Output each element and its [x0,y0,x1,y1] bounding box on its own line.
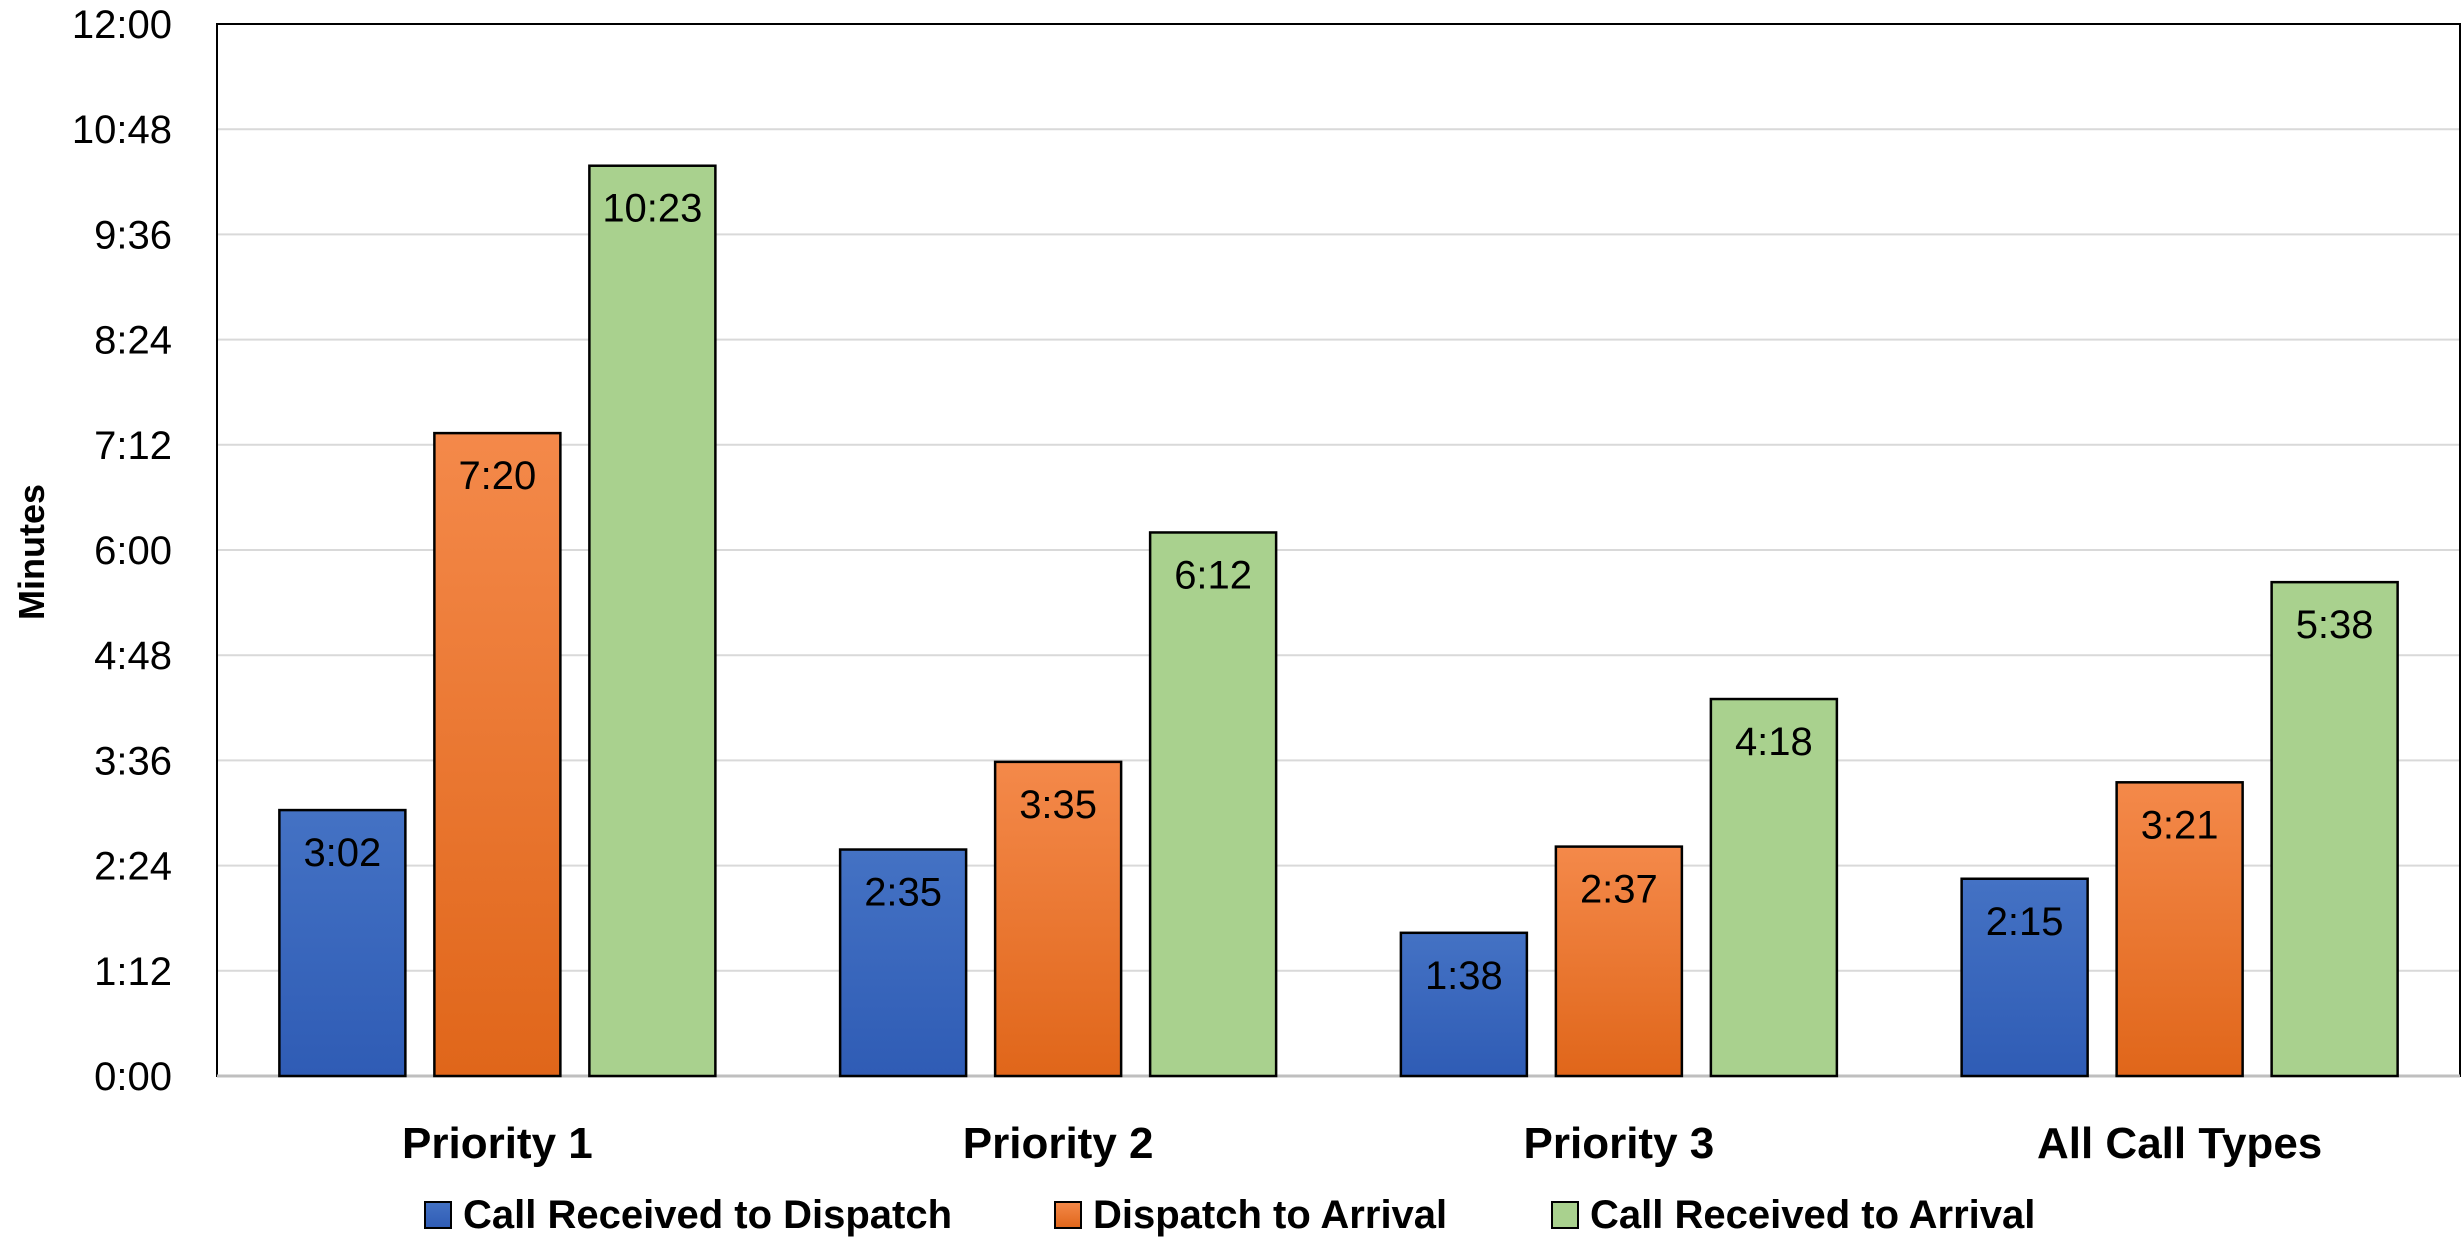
x-category-label: All Call Types [2037,1119,2322,1168]
legend-swatch [1551,1201,1579,1229]
bar [2270,580,2399,1078]
bar [433,431,562,1078]
legend-label: Call Received to Dispatch [463,1193,952,1237]
data-label: 6:12 [1174,553,1252,597]
data-label: 7:20 [458,454,536,498]
legend-label: Call Received to Arrival [1590,1193,2035,1237]
legend-swatch [424,1201,452,1229]
data-label: 5:38 [2296,603,2374,647]
data-label: 10:23 [602,187,702,231]
y-tick-label: 7:12 [94,424,172,468]
data-label: 2:15 [1986,900,2064,944]
y-tick-label: 3:36 [94,739,172,783]
bar [588,164,717,1078]
x-category-label: Priority 3 [1524,1119,1715,1168]
data-label: 2:37 [1580,868,1658,912]
x-category-label: Priority 1 [402,1119,593,1168]
axes: 0:00 1:12 2:24 3:36 4:48 6:00 7:12 8:24 9:36 10:4… [11,3,2461,1168]
bar [278,808,407,1078]
y-tick-label: 0:00 [94,1055,172,1099]
data-label: 3:35 [1019,783,1097,827]
bar [1709,697,1839,1078]
bar [2115,781,2244,1078]
bar [1399,931,1529,1078]
y-tick-label: 2:24 [94,845,172,889]
legend-swatch [1054,1201,1082,1229]
y-tick-label: 10:48 [72,108,172,152]
y-axis-title: Minutes [11,484,52,620]
y-tick-label: 4:48 [94,634,172,678]
data-label: 4:18 [1735,720,1813,764]
bar [993,760,1123,1078]
data-label: 3:21 [2141,803,2219,847]
data-labels: 3:02 7:20 10:23 2:35 3:35 6:12 1:38 2:37 4:18 2:1… [303,187,2373,998]
data-label: 3:02 [303,831,381,875]
data-label: 1:38 [1425,954,1503,998]
y-tick-label: 1:12 [94,950,172,994]
bars [278,164,2399,1078]
bar [838,848,968,1078]
y-tick-label: 6:00 [94,529,172,573]
bar [1148,531,1278,1078]
legend: Call Received to Dispatch Dispatch to Arr… [424,1193,2035,1237]
y-tick-label: 12:00 [72,3,172,47]
bar [1960,877,2089,1078]
data-label: 2:35 [864,871,942,915]
y-tick-label: 8:24 [94,319,172,363]
bar [1554,845,1684,1078]
y-tick-label: 9:36 [94,213,172,257]
x-category-label: Priority 2 [963,1119,1154,1168]
legend-label: Dispatch to Arrival [1093,1193,1447,1237]
